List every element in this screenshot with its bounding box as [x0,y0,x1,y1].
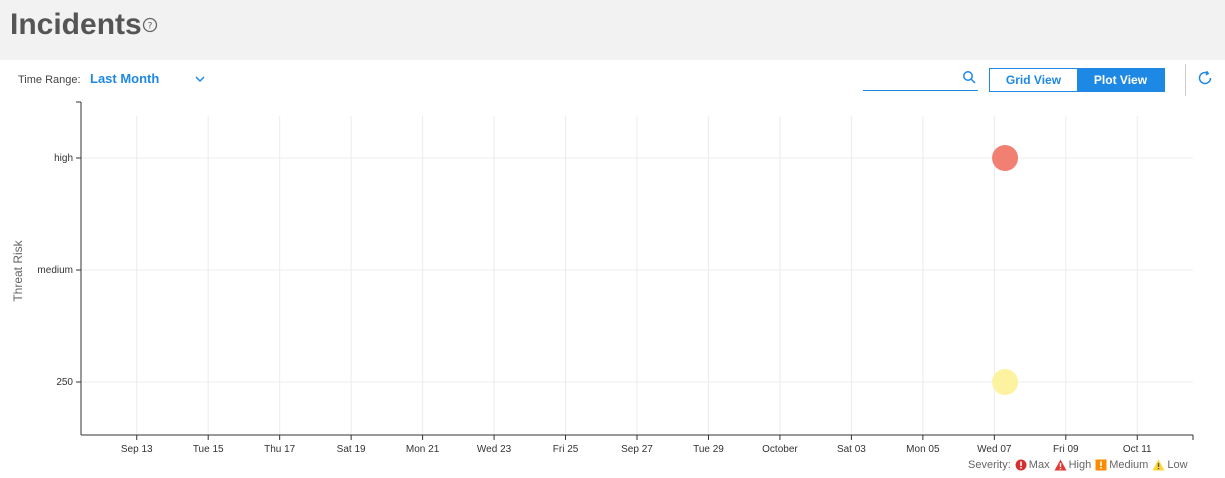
x-tick-label: Tue 29 [693,444,724,455]
legend-item-label: Max [1028,459,1050,471]
x-tick-label: Sep 27 [621,444,653,455]
x-tick-label: Fri 25 [553,444,579,455]
x-tick-label: Sat 19 [337,444,366,455]
x-tick-label: Mon 05 [906,444,940,455]
exclamation-circle-icon [1015,459,1027,471]
incident-point[interactable] [992,145,1019,171]
legend-item-high: High [1054,459,1092,471]
x-tick-label: Fri 09 [1053,444,1079,455]
x-tick-label: October [762,444,798,455]
legend-item-label: Low [1167,459,1188,471]
x-tick-label: Sep 13 [121,444,153,455]
chart-points [992,145,1019,395]
chart-grid [81,116,1193,435]
search-icon[interactable] [962,70,976,84]
main-content: Time Range: Last Month Grid View Plot Vi… [8,60,1225,478]
refresh-icon[interactable] [1197,70,1213,86]
x-tick-label: Sat 03 [837,444,866,455]
search-input[interactable] [863,66,978,91]
warning-triangle-icon [1054,459,1067,471]
help-icon[interactable]: ? [142,17,158,33]
warning-triangle-icon [1152,459,1165,471]
y-tick-label: 250 [56,377,73,388]
legend-item-label: High [1068,459,1092,471]
chevron-down-icon[interactable] [194,73,206,85]
legend-item-label: Medium [1109,459,1149,471]
x-tick-label: Tue 15 [193,444,224,455]
legend-item-low: Low [1152,459,1188,471]
y-axis-label: Threat Risk [11,239,25,301]
x-tick-label: Mon 21 [406,444,440,455]
y-tick-label: medium [37,265,73,276]
time-range-label: Time Range: [18,74,81,86]
y-tick-label: high [54,153,73,164]
plot-view-button[interactable]: Plot View [1077,69,1164,91]
grid-view-button[interactable]: Grid View [990,69,1077,91]
exclamation-square-icon [1095,459,1107,471]
svg-text:?: ? [148,22,153,32]
legend-item-max: Max [1015,459,1050,471]
view-toggle: Grid View Plot View [989,68,1165,92]
x-tick-label: Wed 07 [977,444,1012,455]
legend-label: Severity: [968,459,1011,471]
page-title: Incidents [10,8,142,41]
toolbar-divider [1185,64,1186,96]
chart-axes: Sep 13 Tue 15 Thu 17 Sat 19 Mon 21 Wed 23 Fri … [37,101,1194,455]
legend-item-medium: Medium [1095,459,1148,471]
severity-legend: Severity: Max High Medium [968,459,1188,471]
incident-point[interactable] [992,369,1019,395]
x-tick-label: Oct 11 [1123,444,1152,455]
x-tick-label: Thu 17 [264,444,296,455]
time-range-dropdown[interactable]: Last Month [90,71,160,86]
x-tick-label: Wed 23 [477,444,512,455]
page-header: Incidents ? [0,0,1225,60]
incident-scatter-chart: Sep 13 Tue 15 Thu 17 Sat 19 Mon 21 Wed 23 Fri … [11,101,1194,455]
